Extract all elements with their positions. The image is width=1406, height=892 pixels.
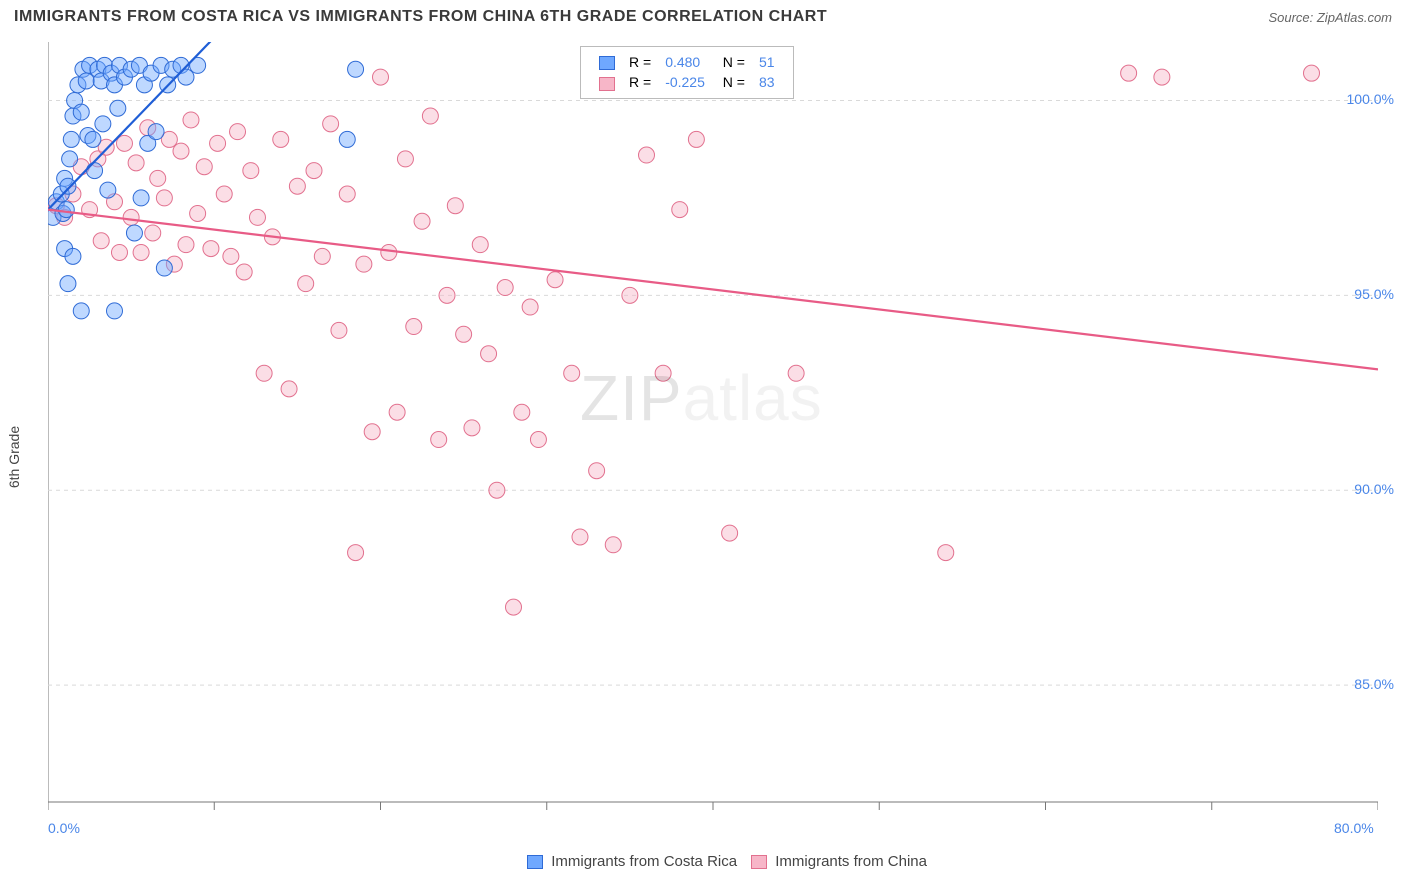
y-tick-label: 95.0% [1354, 286, 1394, 302]
legend-label: Immigrants from Costa Rica [551, 853, 737, 870]
source-label: Source: ZipAtlas.com [1268, 10, 1392, 25]
y-tick-label: 85.0% [1354, 676, 1394, 692]
r-label: R = [623, 73, 657, 91]
x-end-label: 0.0% [48, 820, 80, 836]
stats-legend-box: R =0.480 N =51R =-0.225 N =83 [580, 46, 794, 99]
n-value: 51 [753, 53, 781, 71]
y-axis-label: 6th Grade [6, 426, 22, 488]
y-tick-label: 90.0% [1354, 481, 1394, 497]
legend-swatch [751, 855, 767, 869]
title-bar: IMMIGRANTS FROM COSTA RICA VS IMMIGRANTS… [0, 0, 1406, 32]
scatter-plot [48, 42, 1378, 862]
n-label: N = [713, 53, 751, 71]
legend-label: Immigrants from China [775, 853, 927, 870]
x-end-label: 80.0% [1334, 820, 1374, 836]
chart-title: IMMIGRANTS FROM COSTA RICA VS IMMIGRANTS… [14, 8, 827, 26]
bottom-legend: Immigrants from Costa Rica Immigrants fr… [48, 853, 1392, 870]
series-swatch [599, 77, 615, 91]
y-tick-label: 100.0% [1347, 91, 1394, 107]
n-label: N = [713, 73, 751, 91]
chart-area: 6th Grade ZIPatlas R =0.480 N =51R =-0.2… [48, 42, 1392, 872]
n-value: 83 [753, 73, 781, 91]
r-value: 0.480 [659, 53, 711, 71]
r-label: R = [623, 53, 657, 71]
series-swatch [599, 56, 615, 70]
stats-row: R =-0.225 N =83 [593, 73, 781, 91]
stats-row: R =0.480 N =51 [593, 53, 781, 71]
legend-swatch [527, 855, 543, 869]
r-value: -0.225 [659, 73, 711, 91]
